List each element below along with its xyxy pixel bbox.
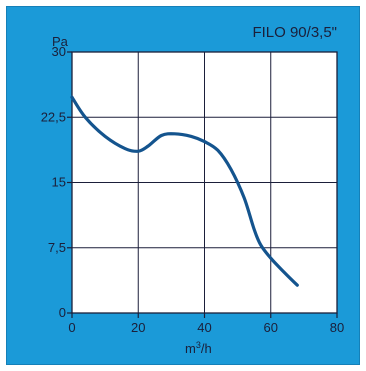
x-axis-label-unit: m <box>185 341 196 356</box>
y-tick-label: 22,5 <box>41 109 66 124</box>
x-tick-label: 0 <box>68 320 75 335</box>
series-line <box>70 95 299 287</box>
chart-title: FILO 90/3,5" <box>252 24 337 41</box>
x-axis-label-suffix: /h <box>201 341 212 356</box>
x-tick-label: 20 <box>131 320 145 335</box>
y-tick-label: 30 <box>52 44 66 59</box>
x-tick-label: 60 <box>264 320 278 335</box>
y-tick-label: 0 <box>59 305 66 320</box>
grid-lines <box>72 52 337 313</box>
y-tick-labels: 0 7,5 15 22,5 30 <box>41 44 66 320</box>
y-tick-label: 15 <box>52 175 66 190</box>
x-tick-labels: 0 20 40 60 80 <box>68 320 344 335</box>
x-axis-label: m3/h <box>185 340 212 356</box>
x-tick-label: 40 <box>197 320 211 335</box>
axis-ticks <box>67 51 338 318</box>
y-tick-label: 7,5 <box>48 240 66 255</box>
x-axis-label-superscript: 3 <box>196 340 201 350</box>
y-axis-label: Pa <box>52 34 69 49</box>
x-tick-label: 80 <box>330 320 344 335</box>
